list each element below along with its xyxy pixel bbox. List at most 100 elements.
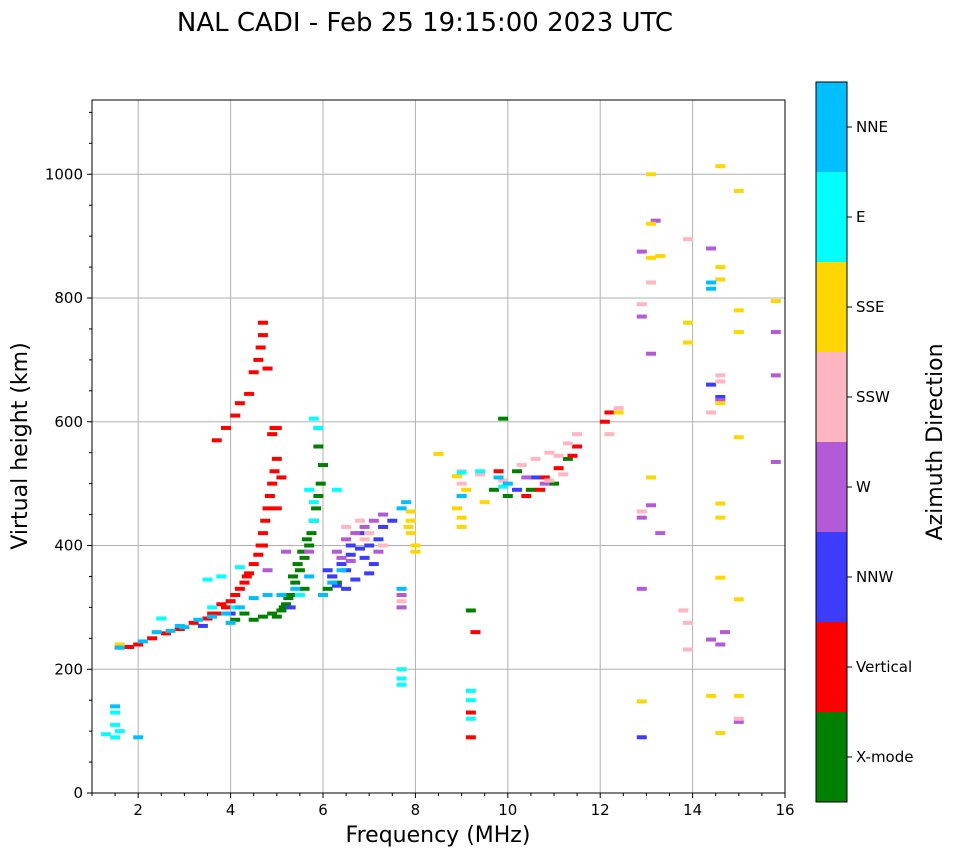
echo-point [646,280,657,285]
echo-point [225,599,236,604]
colorbar-frame [815,81,848,803]
echo-point [715,401,726,406]
echo-point [285,593,296,597]
echo-point [456,515,467,520]
echo-point [719,630,730,635]
echo-point [165,628,176,633]
echo-point [341,537,352,542]
echo-point [706,693,717,698]
echo-point [770,459,781,464]
echo-point [253,552,264,557]
echo-point [475,469,486,474]
y-axis-label: Virtual height (km) [8,342,33,549]
echo-point [345,552,356,557]
echo-point [248,617,259,622]
echo-point [516,463,527,468]
echo-point [493,475,504,480]
echo-point [345,558,356,563]
echo-point [475,472,486,477]
echo-point [706,246,717,251]
echo-point [636,509,647,514]
echo-point [290,586,301,591]
x-tick-label: 12 [591,801,610,819]
echo-point [151,630,162,635]
echo-point [396,676,407,681]
echo-point [269,469,280,474]
echo-point [304,543,315,548]
echo-point [308,518,319,523]
echo-point [682,237,693,242]
series-nnw [197,382,726,740]
colorbar-swatch-e [816,172,847,262]
echo-point [733,330,744,335]
colorbar-tick-label: SSE [856,298,885,316]
echo-point [456,494,467,498]
echo-point [521,494,532,498]
echo-point [267,481,278,486]
echo-point [636,249,647,254]
echo-point [207,605,218,610]
echo-point [174,623,185,628]
echo-point [451,506,462,511]
echo-point [239,611,250,616]
echo-point [706,637,717,642]
echo-point [604,410,615,415]
echo-point [248,596,259,601]
echo-point [396,586,407,591]
echo-point [715,398,726,403]
echo-point [315,481,326,486]
echo-point [396,667,407,672]
series-x-mode [230,416,573,622]
echo-point [313,444,324,449]
echo-point [498,416,509,421]
echo-point [682,620,693,625]
echo-point [562,456,573,461]
echo-point [715,395,726,399]
echo-point [364,543,375,548]
echo-point [287,574,298,579]
echo-point [715,277,726,282]
echo-point [706,382,717,387]
colorbar-swatch-nnw [816,532,847,622]
echo-point [378,543,389,548]
echo-point [678,608,689,613]
echo-point [636,699,647,704]
echo-point [410,543,421,548]
series-ssw [341,237,781,721]
echo-point [646,475,657,480]
echo-point [193,617,204,622]
echo-point [110,710,121,715]
echo-point [359,524,370,529]
echo-point [220,425,231,430]
echo-point [715,642,726,647]
echo-point [216,602,227,607]
echo-point [220,611,231,616]
echo-point [281,602,292,607]
echo-point [244,571,255,576]
echo-point [308,500,319,505]
echo-point [396,506,407,511]
echo-point [498,478,509,483]
echo-point [488,487,499,492]
echo-point [308,416,319,421]
echo-point [387,518,398,523]
echo-point [770,330,781,335]
echo-point [285,605,296,610]
echo-point [539,481,550,486]
echo-point [493,469,504,474]
echo-point [646,255,657,260]
echo-point [733,597,744,602]
echo-point [345,543,356,548]
echo-point [257,333,268,338]
echo-point [733,716,744,721]
echo-point [706,286,717,291]
echo-point [304,549,315,554]
x-tick-label: 16 [775,801,794,819]
echo-point [715,373,726,378]
colorbar-swatch-w [816,442,847,532]
echo-point [341,586,352,591]
echo-point [521,475,532,480]
echo-point [262,366,273,371]
echo-point [646,351,657,356]
